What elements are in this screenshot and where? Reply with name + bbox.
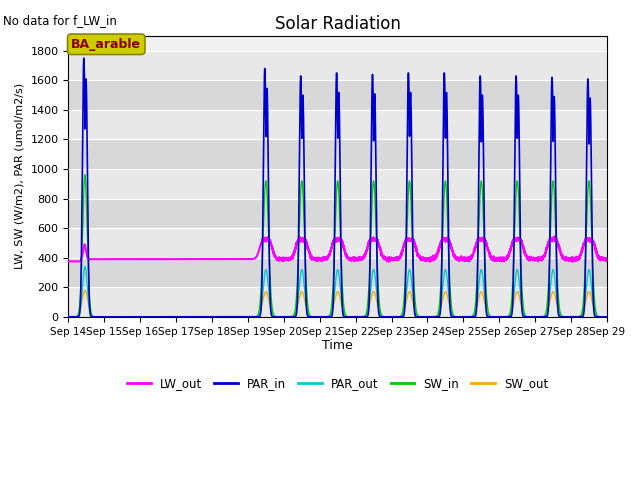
Bar [68, 51, 607, 80]
Legend: LW_out, PAR_in, PAR_out, SW_in, SW_out: LW_out, PAR_in, PAR_out, SW_in, SW_out [122, 373, 553, 395]
Text: No data for f_LW_in: No data for f_LW_in [3, 14, 117, 27]
Title: Solar Radiation: Solar Radiation [275, 15, 401, 33]
Bar [68, 228, 607, 258]
Bar [68, 139, 607, 169]
Bar [68, 258, 607, 287]
X-axis label: Time: Time [323, 339, 353, 352]
Bar [68, 110, 607, 139]
Bar [68, 199, 607, 228]
Bar [68, 80, 607, 110]
Bar [68, 287, 607, 317]
Bar [68, 169, 607, 199]
Y-axis label: LW, SW (W/m2), PAR (umol/m2/s): LW, SW (W/m2), PAR (umol/m2/s) [15, 84, 25, 269]
Text: BA_arable: BA_arable [71, 38, 141, 51]
